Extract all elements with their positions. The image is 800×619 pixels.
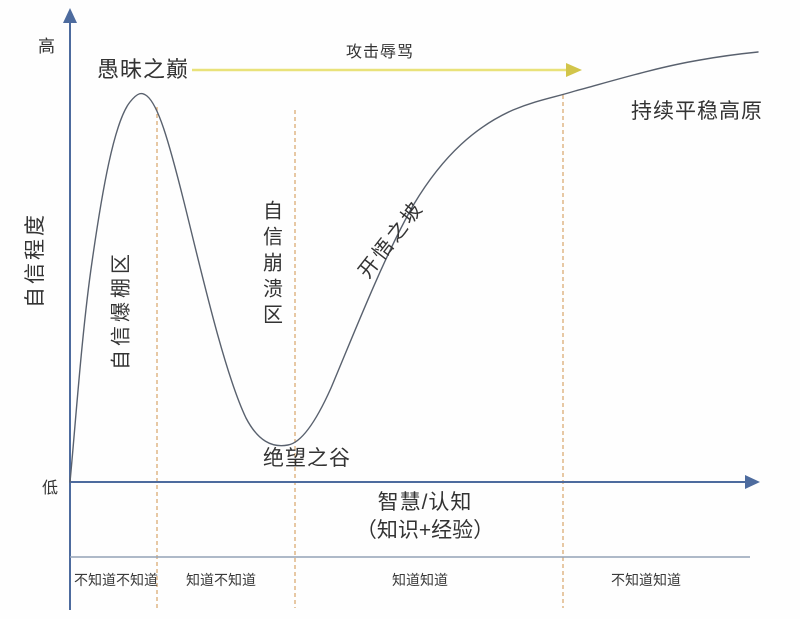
y-axis-high-label: 高 [38, 37, 55, 56]
x-axis-title-line1: 智慧/认知 [377, 491, 473, 514]
confidence-curve [69, 51, 759, 483]
valley-of-despair-label: 绝望之谷 [263, 447, 351, 470]
stage-label-unknown-known: 不知道知道 [611, 572, 681, 588]
stage-label-known-unknown: 知道不知道 [186, 572, 256, 588]
peak-of-ignorance-label: 愚昧之巅 [97, 57, 190, 82]
plateau-label: 持续平稳高原 [631, 100, 763, 123]
overconfidence-zone-label: 自信爆棚区 [110, 250, 133, 370]
attack-insult-label: 攻击辱骂 [346, 44, 415, 61]
attack-arrow-head-icon [566, 63, 582, 77]
y-axis-title: 自信程度 [23, 212, 47, 308]
x-axis-title-line2: （知识+经验） [355, 519, 495, 542]
x-axis-arrow-icon [745, 475, 760, 489]
confidence-collapse-zone-label: 自信崩溃区 [259, 200, 282, 330]
y-axis-low-label: 低 [42, 480, 59, 497]
stage-label-known-known: 知道知道 [392, 572, 448, 588]
stage-label-unknown-unknown: 不知道不知道 [74, 572, 158, 588]
y-axis-arrow-icon [63, 8, 77, 23]
